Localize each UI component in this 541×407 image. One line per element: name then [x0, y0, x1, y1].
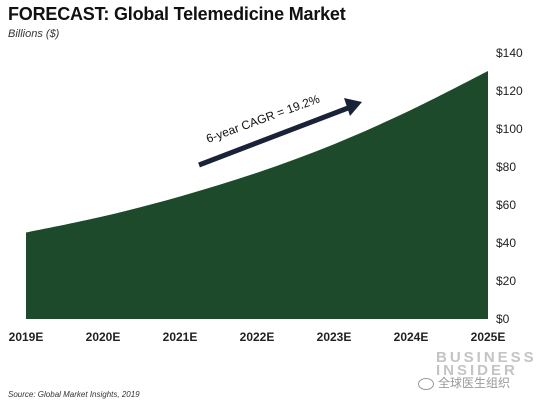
brand-logo: BUSINESS INSIDER [436, 349, 537, 379]
brand-line-1: BUSINESS [436, 349, 537, 366]
y-tick-label: $140 [496, 46, 523, 60]
watermark: 全球医生组织 [418, 374, 510, 391]
cagr-arrow-shaft [198, 105, 349, 168]
watermark-text: 全球医生组织 [438, 376, 511, 390]
y-tick-label: $80 [496, 160, 516, 174]
y-tick-label: $120 [496, 84, 523, 98]
x-tick-label: 2019E [9, 330, 44, 344]
area-series [26, 71, 488, 319]
x-tick-label: 2020E [86, 330, 121, 344]
x-tick-label: 2022E [240, 330, 275, 344]
chart-subtitle: Billions ($) [8, 28, 60, 40]
brand-line-2: INSIDER [436, 362, 518, 379]
cagr-arrow-head [344, 98, 362, 116]
cagr-annotation: 6-year CAGR = 19.2% [204, 92, 322, 146]
x-tick-label: 2023E [317, 330, 352, 344]
source-note: Source: Global Market Insights, 2019 [8, 390, 140, 399]
y-tick-label: $100 [496, 122, 523, 136]
y-tick-label: $40 [496, 236, 516, 250]
x-tick-label: 2024E [394, 330, 429, 344]
x-tick-label: 2021E [163, 330, 198, 344]
y-tick-label: $60 [496, 198, 516, 212]
x-tick-label: 2025E [471, 330, 506, 344]
y-tick-label: $20 [496, 274, 516, 288]
chat-bubble-icon [418, 377, 434, 390]
chart-title: FORECAST: Global Telemedicine Market [8, 4, 346, 24]
y-tick-label: $0 [496, 312, 510, 326]
